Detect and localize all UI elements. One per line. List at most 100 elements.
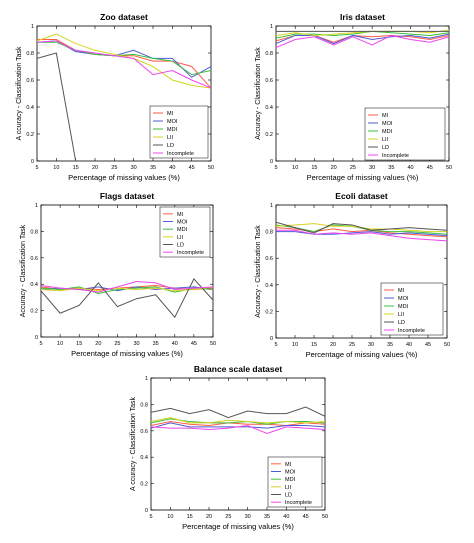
series-line-ld xyxy=(41,278,213,319)
y-tick-label: 1 xyxy=(270,24,273,30)
x-tick-label: 10 xyxy=(292,165,298,171)
series-line-incomplete xyxy=(37,40,211,89)
legend-label: LD xyxy=(177,243,184,249)
x-tick-label: 50 xyxy=(210,341,216,347)
series-line-incomplete xyxy=(276,229,447,242)
series-line-lii xyxy=(276,29,449,36)
x-tick-label: 15 xyxy=(311,165,317,171)
y-tick-label: 1 xyxy=(31,24,34,30)
legend-label: MDI xyxy=(398,304,409,310)
legend-label: MOI xyxy=(177,220,188,226)
legend-label: Incomplete xyxy=(167,151,194,157)
y-tick-label: 0.6 xyxy=(140,429,148,435)
y-tick-label: 0.2 xyxy=(265,309,273,315)
y-tick-label: 1 xyxy=(35,203,38,209)
legend-label: MI xyxy=(177,212,184,218)
legend-box xyxy=(364,107,446,161)
x-tick-label: 35 xyxy=(388,165,394,171)
chart-panel-3: Flags dataset 5 10 15 20 25 30 35 40 45 50 0 0.2 0.4 0… xyxy=(20,191,216,358)
series-line-lii xyxy=(41,286,213,292)
y-tick-label: 0 xyxy=(31,159,34,165)
legend-label: LD xyxy=(382,145,389,151)
series-line-ld xyxy=(276,221,447,234)
y-tick-label: 1 xyxy=(270,203,273,209)
x-tick-label: 45 xyxy=(425,342,431,348)
y-axis-label: A ccuracy - Classification Task xyxy=(130,396,137,491)
x-tick-label: 5 xyxy=(274,342,277,348)
x-tick-label: 20 xyxy=(206,514,212,520)
series-line-incomplete xyxy=(151,425,325,434)
y-tick-label: 0.2 xyxy=(140,482,148,488)
x-axis-label: Percentage of missing values (%) xyxy=(306,350,418,359)
legend-label: MI xyxy=(167,111,174,117)
legend-box xyxy=(149,105,209,159)
series-line-mi xyxy=(37,39,211,89)
chart-panel-2: Iris dataset 5 10 15 20 25 30 35 40 45 50 0 0.2 0.4 0.… xyxy=(255,12,452,182)
y-axis-label: Accuracy - Classification Task xyxy=(20,224,27,317)
series-line-lii xyxy=(37,33,211,89)
legend-label: LD xyxy=(167,143,174,149)
series-line-lii xyxy=(151,417,325,424)
legend-label: LII xyxy=(167,135,174,141)
x-tick-label: 50 xyxy=(208,165,214,171)
y-tick-label: 0.6 xyxy=(30,256,38,262)
y-axis-label: A ccuracy - Classification Task xyxy=(16,46,23,141)
chart-title: Zoo dataset xyxy=(100,12,148,22)
series-line-ld xyxy=(37,52,77,161)
chart-title: Balance scale dataset xyxy=(194,364,283,374)
x-tick-label: 30 xyxy=(245,514,251,520)
y-tick-label: 0.8 xyxy=(265,230,273,236)
series-line-moi xyxy=(276,33,449,45)
y-tick-label: 0.8 xyxy=(140,402,148,408)
x-axis-label: Percentage of missing values (%) xyxy=(68,173,180,182)
y-tick-label: 0.8 xyxy=(265,51,273,57)
x-tick-label: 5 xyxy=(39,341,42,347)
y-tick-label: 0.6 xyxy=(265,256,273,262)
y-tick-label: 0.6 xyxy=(265,78,273,84)
legend-label: MI xyxy=(285,462,292,468)
chart-title: Ecoli dataset xyxy=(335,191,388,201)
x-tick-label: 25 xyxy=(350,165,356,171)
y-tick-label: 0.8 xyxy=(30,229,38,235)
x-tick-label: 25 xyxy=(114,341,120,347)
x-tick-label: 30 xyxy=(368,342,374,348)
legend-label: LD xyxy=(398,320,405,326)
x-tick-label: 50 xyxy=(446,165,452,171)
legend-label: MDI xyxy=(167,127,178,133)
series-line-mdi xyxy=(276,224,447,235)
x-tick-label: 45 xyxy=(303,514,309,520)
legend-label: MOI xyxy=(398,296,409,302)
legend-label: MOI xyxy=(285,470,296,476)
legend-label: MOI xyxy=(382,121,393,127)
x-tick-label: 45 xyxy=(191,341,197,347)
legend-label: Incomplete xyxy=(285,500,312,506)
x-tick-label: 35 xyxy=(153,341,159,347)
legend-label: MI xyxy=(382,113,389,119)
chart-title: Flags dataset xyxy=(100,191,154,201)
legend-label: LII xyxy=(398,312,405,318)
legend-label: LII xyxy=(177,235,184,241)
y-tick-label: 0 xyxy=(270,159,273,165)
chart-panel-1: Zoo dataset 5 10 15 20 25 30 35 40 45 50 0 0.2 0.4 0.6… xyxy=(16,12,214,182)
x-tick-label: 40 xyxy=(407,165,413,171)
x-tick-label: 5 xyxy=(149,514,152,520)
x-tick-label: 45 xyxy=(189,165,195,171)
x-tick-label: 50 xyxy=(444,342,450,348)
x-tick-label: 20 xyxy=(92,165,98,171)
y-tick-label: 0.2 xyxy=(30,309,38,315)
chart-title: Iris dataset xyxy=(340,12,385,22)
y-axis-label: Accuracy - Classification Task xyxy=(255,225,262,318)
x-tick-label: 25 xyxy=(349,342,355,348)
series-line-mi xyxy=(151,421,325,427)
legend-label: MDI xyxy=(285,477,296,483)
y-tick-label: 0.4 xyxy=(265,105,273,111)
y-tick-label: 1 xyxy=(145,376,148,382)
x-tick-label: 10 xyxy=(53,165,59,171)
y-tick-label: 0 xyxy=(270,336,273,342)
